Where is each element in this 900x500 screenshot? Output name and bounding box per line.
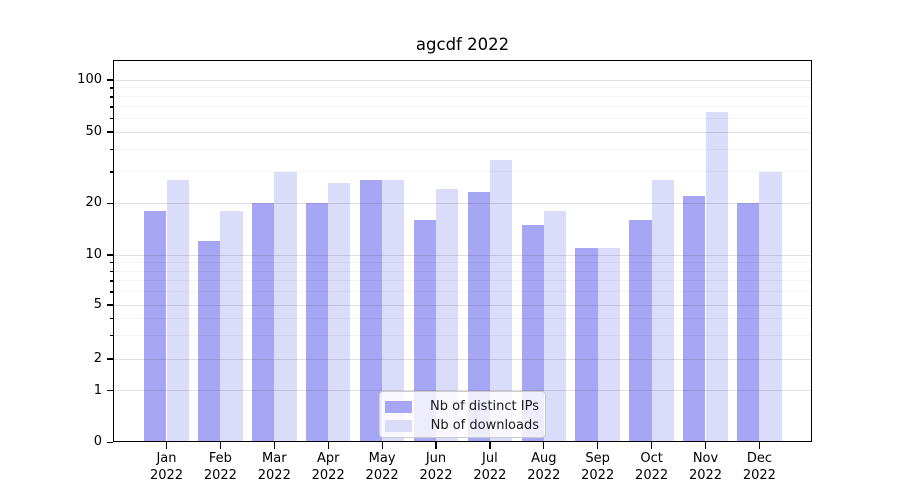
x-tick-label: Apr 2022 bbox=[311, 451, 345, 483]
y-tick bbox=[106, 131, 113, 133]
y-tick bbox=[106, 389, 113, 392]
x-tick bbox=[327, 442, 329, 449]
x-tick bbox=[489, 442, 491, 449]
gridline-major bbox=[113, 79, 812, 81]
y-tick-label: 10 bbox=[85, 247, 102, 262]
y-minor-tick bbox=[109, 117, 113, 120]
bar-ips-may bbox=[359, 179, 383, 443]
y-minor-tick bbox=[109, 171, 113, 173]
x-tick-label: Oct 2022 bbox=[635, 451, 669, 483]
bar-ips-dec bbox=[737, 203, 760, 443]
legend-swatch-downloads bbox=[385, 419, 412, 432]
x-tick-label: Mar 2022 bbox=[257, 451, 291, 483]
x-tick-label: Jan 2022 bbox=[149, 451, 184, 483]
x-tick bbox=[165, 442, 168, 449]
y-tick-label: 1 bbox=[93, 382, 102, 398]
legend: Nb of distinct IPs Nb of downloads bbox=[379, 391, 546, 438]
bar-ips-apr bbox=[305, 203, 329, 443]
legend-item-downloads: Nb of downloads bbox=[385, 416, 539, 435]
y-tick-label: 100 bbox=[77, 72, 102, 87]
bar-downloads-may bbox=[382, 179, 405, 443]
bar-ips-oct bbox=[629, 219, 652, 443]
x-tick bbox=[435, 442, 437, 449]
y-minor-tick bbox=[109, 280, 113, 282]
y-minor-tick bbox=[109, 96, 113, 98]
bar-downloads-feb bbox=[220, 211, 243, 443]
x-tick-label: Feb 2022 bbox=[203, 451, 237, 483]
bar-downloads-nov bbox=[705, 112, 728, 443]
legend-label-distinct-ips: Nb of distinct IPs bbox=[430, 399, 539, 414]
y-tick bbox=[106, 441, 113, 443]
y-tick bbox=[106, 202, 113, 204]
x-tick-label: Sep 2022 bbox=[581, 451, 615, 483]
y-tick-label: 5 bbox=[93, 297, 102, 312]
x-tick bbox=[758, 442, 761, 449]
bar-ips-sep bbox=[575, 247, 598, 443]
bar-downloads-mar bbox=[274, 171, 297, 443]
y-minor-tick bbox=[109, 106, 113, 108]
y-minor-tick bbox=[109, 334, 113, 336]
bar-downloads-aug bbox=[543, 211, 567, 443]
y-minor-tick bbox=[109, 317, 113, 319]
y-minor-tick bbox=[109, 262, 113, 264]
legend-swatch-distinct-ips bbox=[385, 400, 412, 413]
y-minor-tick bbox=[109, 87, 113, 89]
bar-downloads-apr bbox=[328, 182, 351, 443]
x-tick-label: May 2022 bbox=[365, 451, 399, 483]
chart-title: agcdf 2022 bbox=[415, 35, 510, 54]
gridline-minor bbox=[113, 106, 812, 108]
x-tick bbox=[543, 442, 545, 449]
bar-ips-aug bbox=[521, 224, 544, 443]
bar-downloads-oct bbox=[651, 179, 674, 443]
y-tick-label: 0 bbox=[93, 434, 102, 450]
x-tick bbox=[273, 442, 275, 449]
bar-downloads-jun bbox=[436, 189, 459, 443]
x-tick bbox=[219, 442, 222, 449]
x-tick bbox=[704, 442, 707, 449]
bar-downloads-jan bbox=[166, 179, 189, 443]
legend-label-downloads: Nb of downloads bbox=[430, 418, 539, 433]
x-tick-label: Jun 2022 bbox=[419, 451, 453, 483]
gridline-minor bbox=[113, 87, 812, 89]
bar-downloads-sep bbox=[597, 247, 620, 443]
y-tick-label: 2 bbox=[93, 351, 102, 366]
y-tick bbox=[106, 304, 113, 306]
x-tick bbox=[381, 442, 383, 449]
y-tick bbox=[106, 79, 113, 81]
bar-ips-mar bbox=[252, 203, 275, 443]
y-tick bbox=[106, 254, 113, 256]
bar-downloads-jul bbox=[489, 159, 513, 443]
y-minor-tick bbox=[109, 148, 113, 151]
x-tick-label: Jul 2022 bbox=[473, 451, 507, 483]
bar-ips-nov bbox=[683, 195, 706, 443]
y-minor-tick bbox=[109, 291, 113, 293]
y-tick-label: 20 bbox=[85, 195, 102, 211]
bar-ips-feb bbox=[198, 241, 221, 443]
legend-item-distinct-ips: Nb of distinct IPs bbox=[385, 397, 539, 416]
gridline-minor bbox=[113, 96, 812, 98]
bar-ips-jun bbox=[413, 219, 436, 443]
bar-ips-jul bbox=[467, 192, 490, 443]
y-tick-label: 50 bbox=[85, 124, 102, 139]
x-tick bbox=[597, 442, 599, 449]
y-tick bbox=[106, 358, 113, 360]
y-minor-tick bbox=[109, 270, 113, 272]
x-tick-label: Nov 2022 bbox=[688, 451, 723, 483]
bar-downloads-dec bbox=[759, 171, 782, 443]
x-tick bbox=[651, 442, 653, 449]
x-tick-label: Aug 2022 bbox=[527, 451, 561, 483]
bar-ips-jan bbox=[144, 211, 167, 443]
x-tick-label: Dec 2022 bbox=[742, 451, 776, 483]
